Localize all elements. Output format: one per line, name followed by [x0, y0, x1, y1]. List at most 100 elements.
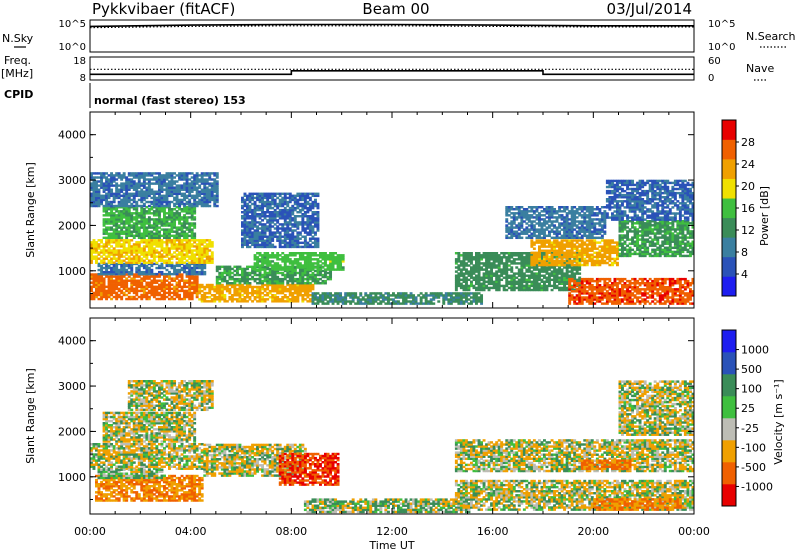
heatmap-cell [570, 284, 574, 288]
heatmap-cell [522, 228, 526, 231]
heatmap-cell [306, 223, 310, 226]
heatmap-cell [130, 224, 134, 227]
heatmap-cell [122, 270, 126, 274]
heatmap-cell [243, 215, 247, 218]
heatmap-cell [195, 266, 199, 270]
heatmap-cell [233, 285, 237, 289]
heatmap-cell [243, 227, 247, 230]
heatmap-cell [271, 266, 275, 269]
heatmap-cell [95, 251, 98, 254]
heatmap-cell [107, 234, 111, 238]
heatmap-cell [198, 251, 202, 254]
heatmap-cell [132, 297, 136, 301]
heatmap-cell [137, 285, 141, 289]
heatmap-cell [142, 222, 146, 225]
heatmap-cell [163, 196, 166, 200]
heatmap-cell [168, 204, 171, 208]
heatmap-cell [117, 196, 121, 200]
heatmap-cell [374, 292, 378, 295]
heatmap-cell [454, 266, 458, 269]
heatmap-cell [241, 273, 244, 277]
heatmap-cell [127, 255, 131, 258]
heatmap-cell [301, 283, 305, 287]
heatmap-cell [142, 279, 146, 282]
heatmap-cell [122, 230, 126, 233]
heatmap-cell [150, 270, 154, 274]
heatmap-cell [185, 186, 189, 189]
heatmap-cell [480, 278, 484, 282]
heatmap-cell [301, 213, 305, 216]
heatmap-cell [303, 273, 307, 277]
heatmap-cell [565, 274, 569, 277]
heatmap-cell [517, 236, 521, 240]
heatmap-cell [296, 194, 300, 198]
heatmap-cell [223, 267, 227, 271]
heatmap-cell [110, 202, 114, 206]
heatmap-cell [115, 283, 119, 287]
heatmap-cell [158, 293, 161, 297]
heatmap-cell [563, 278, 567, 282]
heatmap-cell [117, 255, 121, 258]
heatmap-cell [565, 260, 569, 263]
heatmap-cell [170, 194, 174, 198]
heatmap-cell [525, 260, 529, 263]
heatmap-cell [228, 282, 232, 285]
heatmap-cell [324, 268, 327, 271]
heatmap-cell [102, 283, 106, 287]
heatmap-cell [515, 224, 519, 227]
heatmap-cell [160, 224, 164, 227]
heatmap-cell [163, 208, 166, 211]
heatmap-cell [482, 286, 486, 290]
heatmap-cell [185, 245, 189, 248]
heatmap-cell [522, 210, 526, 213]
heatmap-cell [213, 190, 217, 193]
heatmap-cell [150, 241, 154, 244]
heatmap-cell [454, 270, 458, 273]
heatmap-cell [150, 279, 154, 282]
heatmap-cell [339, 264, 343, 267]
heatmap-cell [188, 192, 192, 196]
heatmap-cell [314, 217, 317, 220]
heatmap-cell [490, 262, 494, 265]
heatmap-cell [291, 260, 295, 263]
heatmap-cell [115, 218, 119, 221]
heatmap-cell [291, 206, 295, 210]
heatmap-cell [228, 273, 232, 277]
heatmap-cell [492, 264, 496, 267]
heatmap-cell [190, 216, 194, 219]
heatmap-cell [110, 208, 114, 211]
heatmap-cell [502, 288, 506, 292]
heatmap-cell [105, 186, 109, 189]
heatmap-cell [208, 190, 212, 193]
heatmap-cell [465, 262, 468, 265]
heatmap-cell [110, 220, 114, 223]
heatmap-cell [122, 198, 126, 202]
heatmap-cell [173, 218, 177, 221]
freq-panel-frame [89, 56, 695, 81]
heatmap-cell [303, 223, 307, 226]
heatmap-cell [120, 285, 124, 289]
heatmap-cell [462, 252, 466, 255]
heatmap-cell [205, 239, 209, 242]
heatmap-cell [520, 268, 524, 271]
heatmap-cell [163, 236, 166, 240]
heatmap-cell [457, 264, 461, 267]
heatmap-cell [225, 300, 229, 303]
heatmap-cell [246, 267, 249, 271]
heatmap-cell [97, 180, 101, 183]
heatmap-cell [190, 272, 194, 276]
heatmap-cell [102, 287, 106, 291]
heatmap-cell [132, 249, 136, 252]
heatmap-cell [185, 174, 189, 177]
heatmap-cell [374, 296, 378, 299]
heatmap-cell [208, 239, 212, 242]
heatmap-cell [137, 283, 141, 287]
heatmap-cell [175, 230, 179, 233]
heatmap-cell [130, 180, 134, 183]
heatmap-cell [163, 188, 166, 191]
heatmap-cell [472, 264, 476, 267]
heatmap-cell [112, 178, 116, 181]
heatmap-cell [495, 284, 499, 288]
heatmap-cell [525, 286, 529, 290]
heatmap-cell [308, 252, 312, 255]
